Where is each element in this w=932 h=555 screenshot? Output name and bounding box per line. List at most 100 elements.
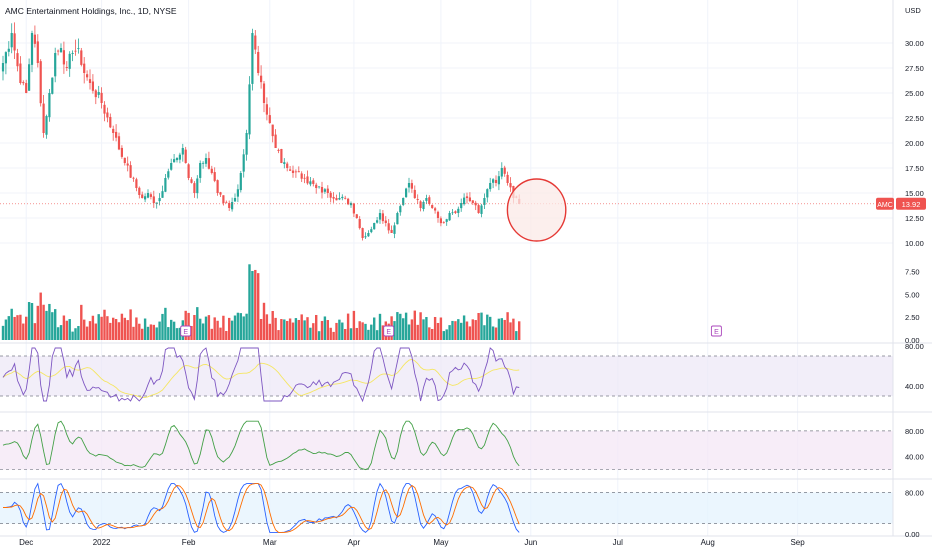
volume-bar — [509, 322, 512, 340]
earnings-marker[interactable] — [383, 325, 395, 337]
volume-tick-label: 0.00 — [905, 336, 920, 345]
candle-body — [280, 148, 283, 163]
volume-bar — [381, 325, 385, 340]
candle-body — [88, 79, 92, 83]
candle-body — [91, 81, 94, 91]
volume-bar — [320, 320, 324, 340]
candle-body — [248, 84, 251, 135]
earnings-marker-label: E — [386, 329, 391, 336]
volume-bar — [271, 311, 274, 340]
candle-body — [4, 52, 7, 64]
candle-body — [16, 53, 19, 67]
candle-body — [112, 128, 115, 133]
price-tick-label: 25.00 — [905, 89, 924, 98]
candle-body — [196, 178, 199, 194]
candle-body — [251, 33, 254, 84]
candle-body — [471, 200, 474, 203]
earnings-marker[interactable] — [180, 325, 192, 337]
volume-bar — [126, 320, 129, 340]
candle-body — [405, 188, 408, 198]
volume-bar — [486, 314, 489, 340]
oscillator-1-panel[interactable] — [0, 347, 893, 403]
earnings-marker[interactable] — [710, 325, 722, 337]
candle-body — [303, 177, 306, 179]
price-tick-label: 17.50 — [905, 164, 924, 173]
volume-bar — [48, 303, 51, 340]
volume-bar — [207, 315, 211, 340]
volume-bar — [300, 314, 303, 340]
candle-body — [277, 149, 280, 151]
candle-body — [25, 83, 28, 93]
candle-body — [33, 34, 36, 44]
volume-bar — [454, 321, 457, 340]
candle-body — [83, 63, 86, 73]
candle-body — [457, 208, 460, 213]
volume-bar — [239, 313, 242, 340]
candle-body — [132, 177, 135, 179]
symbol-title: AMC Entertainment Holdings, Inc., 1D, NY… — [5, 6, 177, 16]
candle-body — [257, 51, 260, 73]
volume-bar — [361, 322, 364, 340]
candle-body — [497, 176, 500, 185]
volume-bar — [468, 326, 472, 340]
volume-bar — [291, 322, 295, 340]
candle-body — [483, 198, 486, 205]
candle-body — [59, 48, 63, 53]
price-panel[interactable] — [0, 22, 893, 242]
volume-bar — [71, 331, 74, 340]
volume-tick-label: 7.50 — [905, 268, 920, 277]
volume-bar — [410, 319, 414, 340]
volume-bar — [393, 321, 396, 340]
volume-bar — [367, 329, 370, 340]
price-tick-label: 10.00 — [905, 239, 924, 248]
volume-bar — [204, 316, 208, 340]
volume-bar — [100, 316, 103, 340]
volume-bar — [7, 316, 10, 340]
candle-body — [68, 53, 71, 69]
volume-bar — [190, 326, 193, 340]
volume-bar — [500, 318, 503, 340]
candle-body — [254, 35, 257, 50]
volume-bar — [77, 326, 80, 340]
volume-bar — [184, 310, 187, 340]
volume-bar — [338, 319, 341, 340]
stochastic-panel[interactable] — [0, 482, 893, 533]
candle-body — [62, 50, 65, 65]
candle-body — [167, 171, 170, 178]
candle-body — [422, 202, 425, 210]
volume-bar — [59, 325, 63, 340]
volume-bar — [503, 319, 506, 340]
candle-body — [225, 202, 228, 204]
volume-bar — [283, 319, 286, 340]
volume-bar — [425, 317, 428, 340]
candle-body — [410, 183, 413, 189]
candle-body — [463, 197, 466, 205]
oscillator-1-tick-label: 80.00 — [905, 342, 924, 351]
last-price-tag — [896, 197, 926, 210]
volume-bar — [45, 310, 48, 340]
oscillator-2-panel[interactable] — [0, 420, 893, 471]
volume-bar — [364, 323, 367, 340]
oscillator-1-ma-line — [2, 358, 520, 398]
volume-bar — [172, 321, 176, 340]
volume-bar — [245, 313, 248, 340]
volume-bar — [33, 323, 37, 340]
volume-bar — [80, 304, 83, 340]
candle-body — [503, 167, 506, 174]
candle-body — [19, 63, 22, 83]
volume-bar — [286, 320, 289, 340]
highlight-ellipse[interactable] — [506, 178, 567, 242]
candle-body — [460, 203, 463, 209]
volume-bar — [341, 322, 344, 340]
x-tick-label: Mar — [263, 538, 277, 547]
volume-bar — [436, 322, 440, 340]
candle-body — [39, 61, 42, 104]
volume-bar — [225, 330, 228, 340]
candle-body — [260, 75, 263, 83]
volume-bar — [375, 330, 379, 340]
volume-bar — [1, 325, 5, 340]
